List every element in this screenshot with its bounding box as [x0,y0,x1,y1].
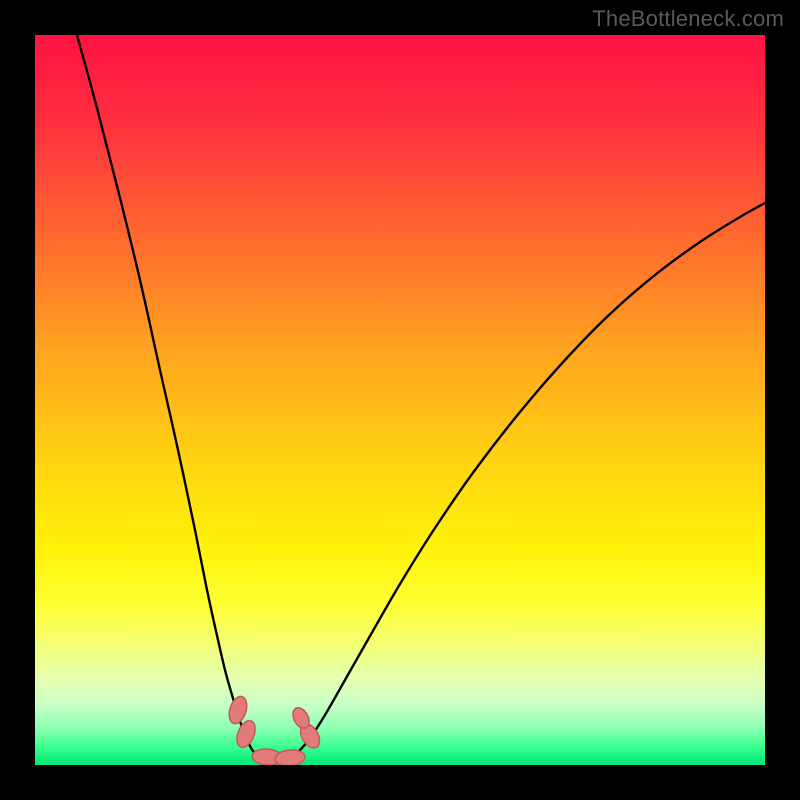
plot-background [35,35,765,765]
bottleneck-chart [0,0,800,800]
watermark-text: TheBottleneck.com [592,6,784,32]
